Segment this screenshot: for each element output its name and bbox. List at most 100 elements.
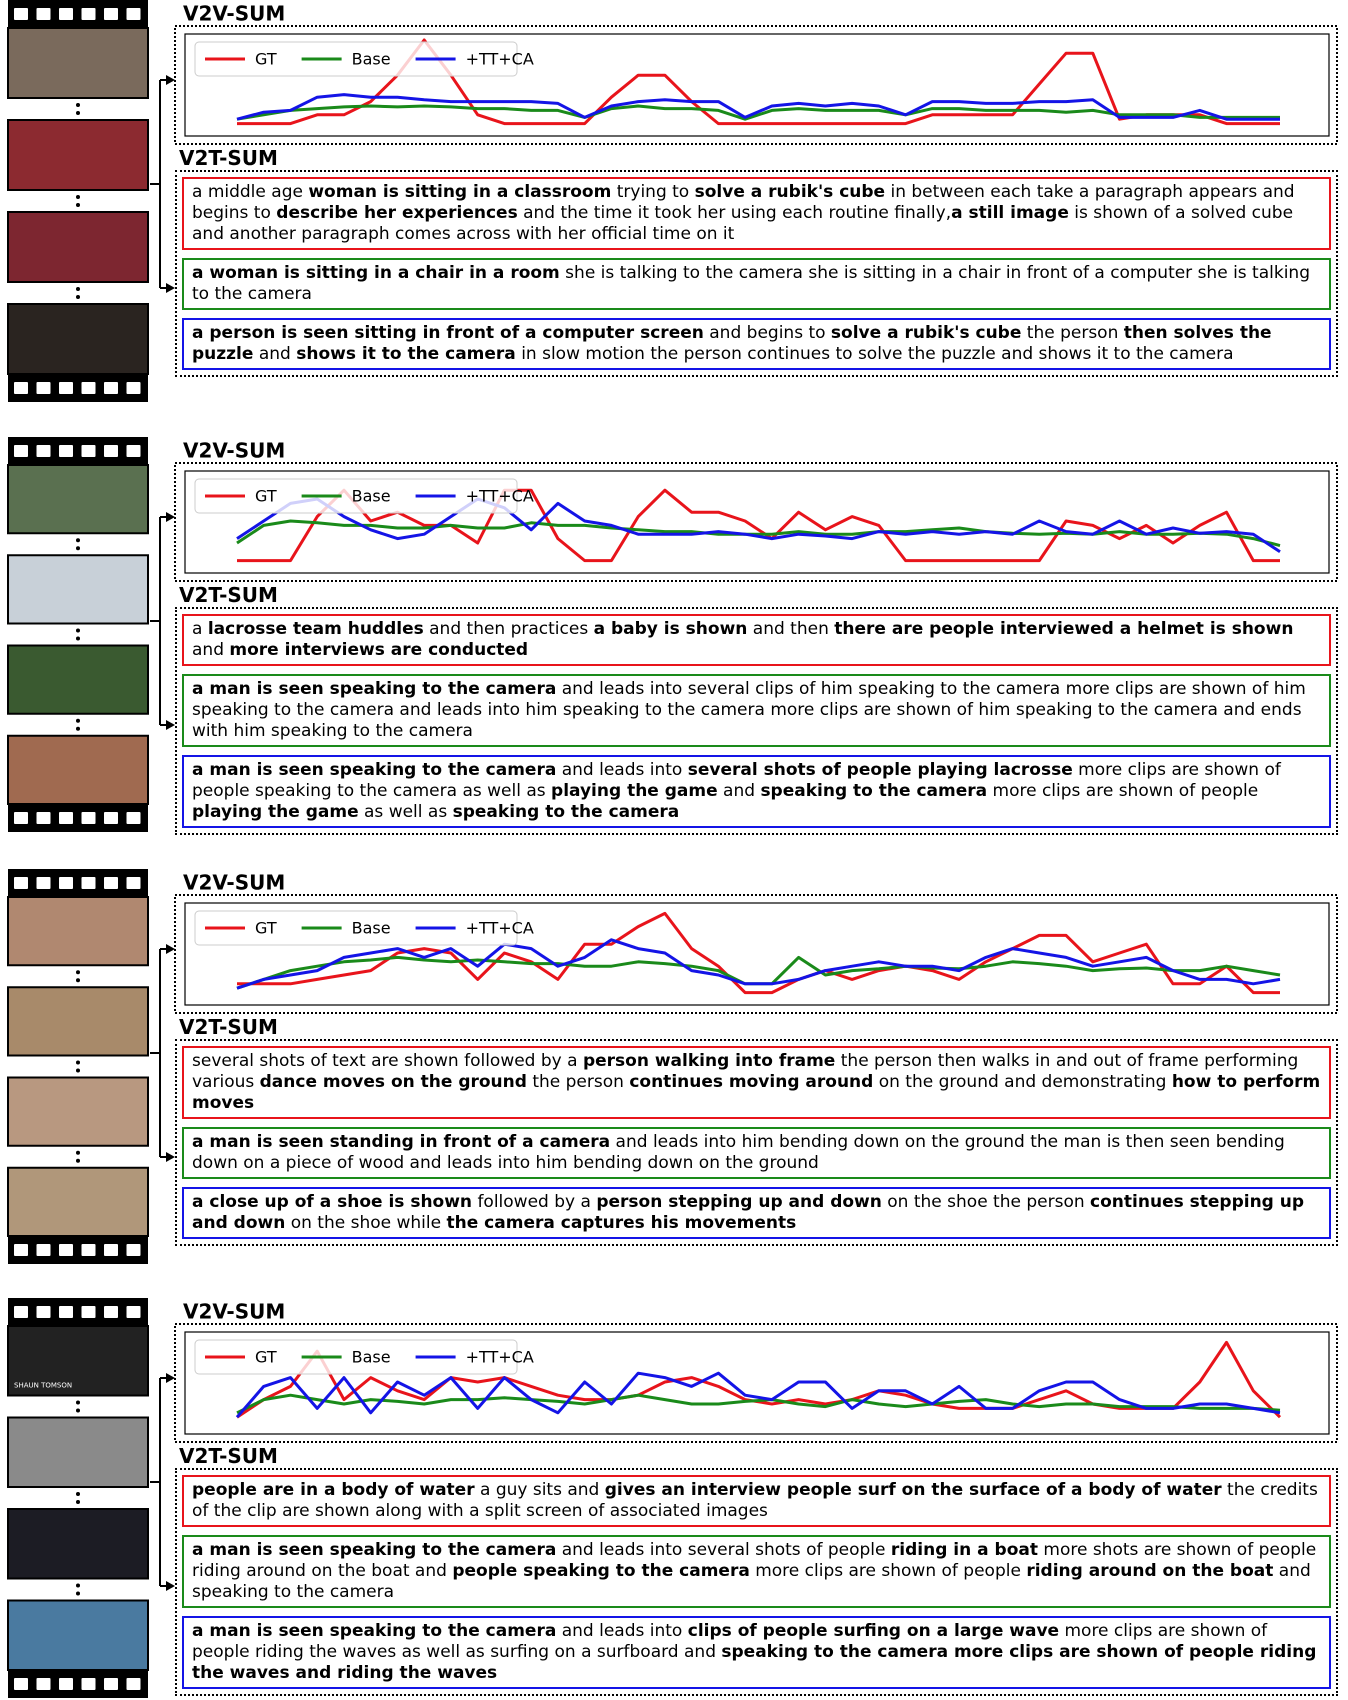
film-hole [59, 445, 73, 457]
summary-text: in slow motion the person continues to s… [516, 344, 1234, 364]
frame-caption: SHAUN TOMSON [14, 1382, 72, 1390]
legend-label: +TT+CA [466, 919, 534, 938]
section-title: V2T-SUM [175, 1015, 1338, 1039]
chart-title: V2V-SUM [183, 1300, 285, 1324]
summary-text: several shots of text are shown followed… [192, 1051, 583, 1071]
summary-box: a person is seen sitting in front of a c… [182, 318, 1331, 370]
v2t-section: V2T-SUM several shots of text are shown f… [175, 1015, 1338, 1246]
highlight-text: the camera captures his movements [447, 1213, 797, 1233]
film-hole [14, 445, 28, 457]
film-hole [59, 382, 73, 394]
arrow-head [166, 720, 175, 730]
highlight-text: a man is seen standing in front of a cam… [192, 1132, 610, 1152]
highlight-text: playing the game [192, 802, 359, 822]
highlight-text: solve a rubik's cube [695, 182, 885, 202]
ellipsis-dot [76, 1500, 80, 1504]
highlight-text: there are people interviewed a helmet is… [834, 619, 1293, 639]
v2t-section: V2T-SUMpeople are in a body of water a g… [175, 1444, 1338, 1696]
film-hole [127, 812, 141, 824]
video-frame [8, 1509, 148, 1579]
legend-label: +TT+CA [466, 487, 534, 506]
film-hole [14, 1306, 28, 1318]
film-hole [104, 812, 118, 824]
ellipsis-dot [76, 1592, 80, 1596]
film-hole [59, 812, 73, 824]
highlight-text: woman is sitting in a classroom [308, 182, 611, 202]
film-hole [82, 812, 96, 824]
video-frame [8, 987, 148, 1055]
summary-box: a man is seen standing in front of a cam… [182, 1127, 1331, 1179]
highlight-text: a woman is sitting in a chair in a room [192, 263, 560, 283]
summary-text: and [192, 640, 229, 660]
highlight-text: several shots of people playing lacrosse [688, 760, 1073, 780]
summary-box: a close up of a shoe is shown followed b… [182, 1187, 1331, 1239]
ellipsis-dot [76, 719, 80, 723]
ellipsis-dot [76, 1409, 80, 1413]
film-hole [37, 1306, 51, 1318]
film-hole [104, 445, 118, 457]
ellipsis-dot [76, 111, 80, 115]
highlight-text: gives an interview people surf on the su… [605, 1480, 1222, 1500]
film-hole [104, 382, 118, 394]
highlight-text: a still image [951, 203, 1069, 223]
summary-box: a man is seen speaking to the camera and… [182, 1535, 1331, 1608]
ellipsis-dot [76, 103, 80, 107]
film-hole [82, 1678, 96, 1690]
video-frame [8, 212, 148, 282]
summary-text: and [253, 344, 296, 364]
film-hole [82, 445, 96, 457]
film-hole [14, 1678, 28, 1690]
summary-text: a [192, 619, 208, 639]
summary-group: a lacrosse team huddles and then practic… [175, 607, 1338, 835]
summary-text: on the shoe while [285, 1213, 446, 1233]
summary-text: more clips are shown of people [750, 1561, 1027, 1581]
summary-box: a man is seen speaking to the camera and… [182, 755, 1331, 828]
video-frame [8, 1168, 148, 1236]
film-hole [37, 812, 51, 824]
legend-label: GT [255, 50, 277, 69]
ellipsis-dot [76, 1159, 80, 1163]
ellipsis-dot [76, 1151, 80, 1155]
summary-box: a man is seen speaking to the camera and… [182, 1616, 1331, 1689]
ellipsis-dot [76, 546, 80, 550]
video-frame [8, 1601, 148, 1671]
film-hole [37, 382, 51, 394]
ellipsis-dot [76, 1584, 80, 1588]
film-hole [14, 812, 28, 824]
highlight-text: speaking to the camera [453, 802, 680, 822]
film-hole [127, 8, 141, 20]
arrow-head [166, 283, 175, 293]
film-hole [127, 1678, 141, 1690]
legend-label: GT [255, 487, 277, 506]
film-hole [59, 8, 73, 20]
v2t-section: V2T-SUMa middle age woman is sitting in … [175, 146, 1338, 377]
ellipsis-dot [76, 287, 80, 291]
film-hole [14, 382, 28, 394]
chart-title: V2V-SUM [183, 871, 285, 895]
summary-text: and the time it took her using each rout… [518, 203, 951, 223]
summary-text: more clips are shown of people [987, 781, 1258, 801]
summary-group: people are in a body of water a guy sits… [175, 1468, 1338, 1696]
highlight-text: a person is seen sitting in front of a c… [192, 323, 704, 343]
highlight-text: a close up of a shoe is shown [192, 1192, 472, 1212]
video-frame [8, 736, 148, 804]
ellipsis-dot [76, 1061, 80, 1065]
summary-text: on the ground and demonstrating [873, 1072, 1172, 1092]
video-frame [8, 646, 148, 714]
arrow-head [166, 512, 175, 522]
film-hole [82, 1306, 96, 1318]
panel: SHAUN TOMSONV2V-SUMGTBase+TT+CAV2T-SUMpe… [0, 1298, 1348, 1698]
summary-text: the person [527, 1072, 629, 1092]
summary-text: and [718, 781, 761, 801]
section-title: V2T-SUM [175, 146, 1338, 170]
highlight-text: a man is seen speaking to the camera [192, 679, 556, 699]
video-frame [8, 465, 148, 533]
film-hole [104, 1306, 118, 1318]
arrow-head [166, 75, 175, 85]
film-hole [37, 1678, 51, 1690]
ellipsis-dot [76, 203, 80, 207]
film-hole [127, 1306, 141, 1318]
summary-box: people are in a body of water a guy sits… [182, 1475, 1331, 1527]
arrow-head [166, 944, 175, 954]
summary-text: on the shoe the person [882, 1192, 1090, 1212]
